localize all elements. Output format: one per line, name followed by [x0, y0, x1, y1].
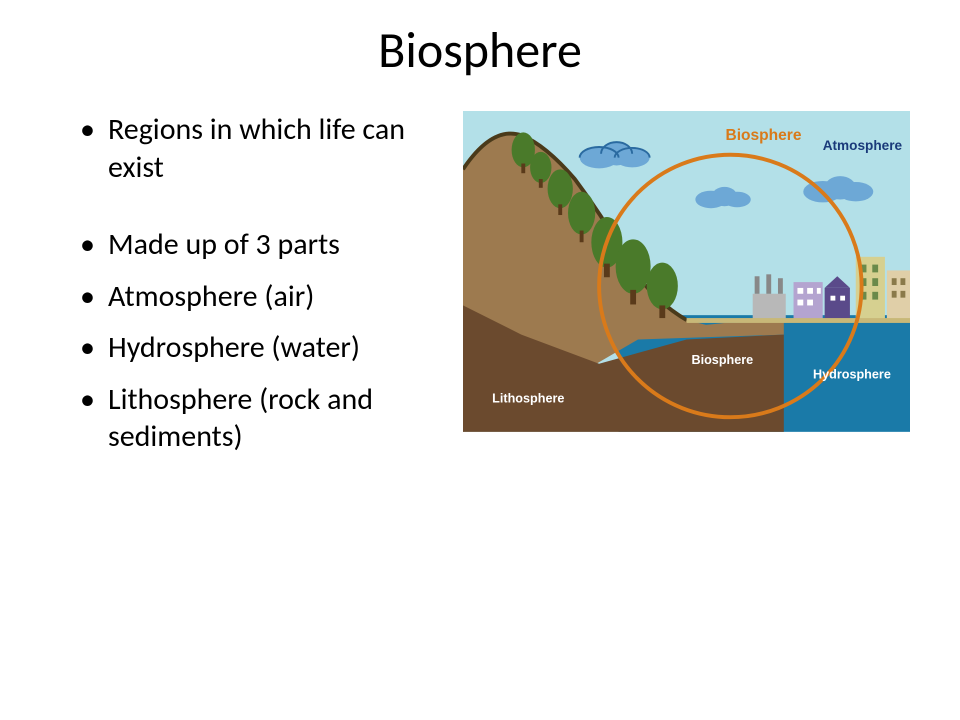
- list-item: Made up of 3 parts: [80, 226, 463, 264]
- label-lithosphere: Lithosphere: [492, 392, 564, 406]
- list-item: Atmosphere (air): [80, 278, 463, 316]
- label-hydrosphere: Hydrosphere: [813, 367, 891, 381]
- biosphere-diagram: Biosphere Atmosphere Biosphere Hydrosphe…: [463, 111, 910, 432]
- diagram-svg: Biosphere Atmosphere Biosphere Hydrosphe…: [463, 111, 910, 432]
- label-biosphere-mid: Biosphere: [691, 353, 753, 367]
- label-atmosphere: Atmosphere: [823, 138, 903, 153]
- list-item: Lithosphere (rock and sediments): [80, 381, 463, 456]
- list-item: Hydrosphere (water): [80, 329, 463, 367]
- slide: Biosphere Regions in which life can exis…: [0, 0, 960, 720]
- list-item: Regions in which life can exist: [80, 111, 463, 186]
- label-biosphere-top: Biosphere: [725, 127, 801, 144]
- slide-content: Regions in which life can exist Made up …: [50, 111, 910, 470]
- bullet-list: Regions in which life can exist Made up …: [50, 111, 463, 470]
- slide-title: Biosphere: [50, 20, 910, 81]
